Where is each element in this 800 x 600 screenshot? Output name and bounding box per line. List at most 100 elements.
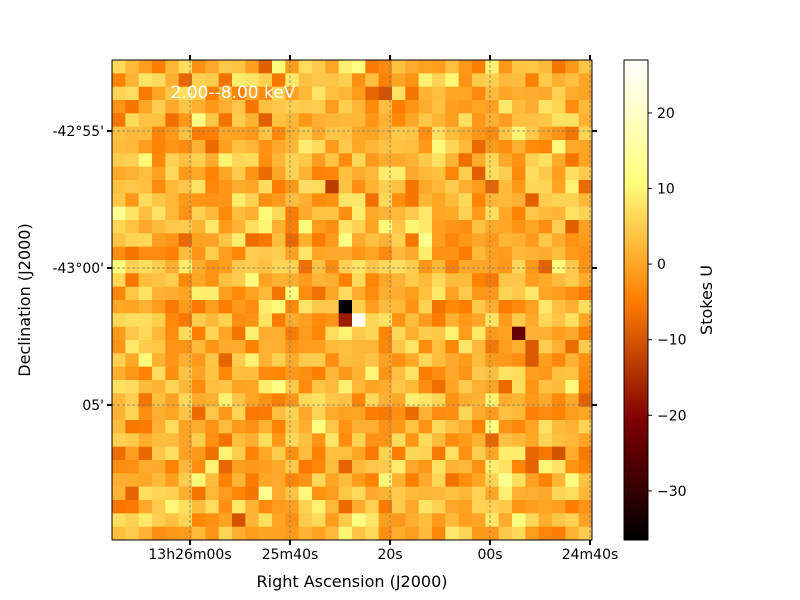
- heatmap-cell: [498, 286, 513, 301]
- heatmap-cell: [258, 153, 273, 168]
- heatmap-cell: [285, 206, 300, 221]
- heatmap-cell: [218, 340, 233, 354]
- heatmap-cell: [352, 380, 366, 394]
- heatmap-cell: [432, 433, 446, 448]
- heatmap-cell: [152, 220, 166, 234]
- heatmap-cell: [538, 500, 553, 514]
- heatmap-cell: [325, 86, 340, 101]
- heatmap-cell: [405, 486, 420, 501]
- heatmap-cell: [165, 500, 180, 514]
- heatmap-cell: [165, 220, 180, 234]
- heatmap-cell: [258, 193, 273, 208]
- heatmap-cell: [472, 366, 486, 381]
- heatmap-cell: [578, 206, 593, 221]
- heatmap-cell: [245, 153, 260, 168]
- heatmap-cell: [125, 193, 140, 208]
- heatmap-cell: [138, 73, 153, 88]
- heatmap-cell: [178, 166, 193, 181]
- heatmap-cell: [445, 353, 460, 368]
- heatmap-cell: [552, 326, 566, 341]
- heatmap-cell: [192, 126, 206, 141]
- heatmap-cell: [232, 193, 246, 208]
- heatmap-cell: [232, 113, 246, 128]
- heatmap-cell: [125, 326, 140, 341]
- heatmap-cell: [512, 246, 526, 261]
- heatmap-cell: [392, 406, 406, 421]
- heatmap-cell: [112, 380, 126, 394]
- heatmap-cell: [138, 140, 153, 154]
- heatmap-cell: [205, 446, 220, 461]
- heatmap-cell: [298, 233, 313, 248]
- heatmap-cell: [432, 300, 446, 314]
- heatmap-cell: [392, 206, 406, 221]
- heatmap-cell: [445, 500, 460, 514]
- heatmap-cell: [285, 126, 300, 141]
- heatmap-cell: [272, 353, 286, 368]
- heatmap-cell: [298, 153, 313, 168]
- heatmap-cell: [538, 100, 553, 114]
- heatmap-cell: [285, 300, 300, 314]
- heatmap-cell: [338, 220, 353, 234]
- heatmap-cell: [405, 433, 420, 448]
- heatmap-cell: [525, 433, 540, 448]
- heatmap-cell: [498, 366, 513, 381]
- heatmap-cell: [565, 393, 580, 408]
- heatmap-cell: [512, 260, 526, 274]
- heatmap-cell: [378, 180, 393, 194]
- colorbar: [623, 59, 649, 541]
- heatmap-cell: [418, 380, 433, 394]
- heatmap-cell: [418, 340, 433, 354]
- heatmap-cell: [245, 500, 260, 514]
- heatmap-cell: [538, 113, 553, 128]
- heatmap-cell: [552, 246, 566, 261]
- heatmap-cell: [458, 206, 473, 221]
- heatmap-cell: [565, 140, 580, 154]
- heatmap-cell: [578, 113, 593, 128]
- heatmap-cell: [125, 380, 140, 394]
- heatmap-cell: [285, 313, 300, 328]
- heatmap-cell: [578, 233, 593, 248]
- heatmap-cell: [232, 180, 246, 194]
- heatmap-cell: [378, 246, 393, 261]
- heatmap-cell: [352, 406, 366, 421]
- heatmap-cell: [205, 380, 220, 394]
- heatmap-cell: [552, 126, 566, 141]
- heatmap-cell: [125, 206, 140, 221]
- heatmap-cell: [485, 500, 500, 514]
- heatmap-cell: [552, 166, 566, 181]
- heatmap-cell: [565, 113, 580, 128]
- heatmap-cell: [445, 60, 460, 74]
- heatmap-cell: [218, 300, 233, 314]
- heatmap-cell: [205, 286, 220, 301]
- heatmap-cell: [165, 166, 180, 181]
- heatmap-cell: [525, 86, 540, 101]
- heatmap-cell: [245, 433, 260, 448]
- heatmap-cell: [405, 60, 420, 74]
- heatmap-cell: [325, 446, 340, 461]
- heatmap-cell: [312, 180, 326, 194]
- heatmap-cell: [472, 433, 486, 448]
- heatmap-cell: [485, 366, 500, 381]
- heatmap-cell: [445, 446, 460, 461]
- heatmap-cell: [165, 313, 180, 328]
- heatmap-cell: [485, 246, 500, 261]
- heatmap-cell: [192, 433, 206, 448]
- heatmap-cell: [445, 193, 460, 208]
- heatmap-cell: [498, 446, 513, 461]
- heatmap-cell: [165, 513, 180, 528]
- heatmap-cell: [338, 393, 353, 408]
- heatmap-cell: [565, 500, 580, 514]
- heatmap-cell: [525, 393, 540, 408]
- heatmap-cell: [272, 473, 286, 488]
- heatmap-cell: [218, 460, 233, 474]
- coordinate-grid: [112, 60, 592, 540]
- heatmap-cell: [178, 460, 193, 474]
- heatmap-cell: [498, 406, 513, 421]
- heatmap-cell: [218, 246, 233, 261]
- heatmap-cell: [245, 86, 260, 101]
- heatmap-cell: [472, 273, 486, 288]
- heatmap-cell: [365, 380, 380, 394]
- heatmap-cell: [365, 113, 380, 128]
- heatmap-cell: [392, 380, 406, 394]
- heatmap-cell: [192, 220, 206, 234]
